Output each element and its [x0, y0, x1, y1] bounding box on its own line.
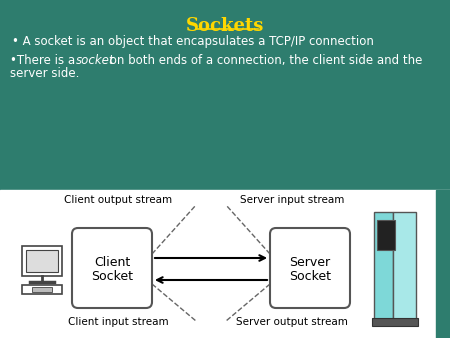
Text: Client output stream: Client output stream — [64, 195, 172, 205]
FancyBboxPatch shape — [270, 228, 350, 308]
Bar — [26, 250, 58, 272]
Bar — [22, 285, 62, 294]
Text: Sockets: Sockets — [186, 17, 264, 35]
Bar — [22, 246, 62, 276]
Bar — [436, 190, 450, 338]
Text: Server output stream: Server output stream — [236, 317, 348, 327]
FancyBboxPatch shape — [72, 228, 152, 308]
Text: socket: socket — [76, 54, 114, 67]
Bar — [372, 318, 418, 326]
Bar — [377, 220, 396, 250]
Text: Server input stream: Server input stream — [240, 195, 344, 205]
Text: • A socket is an object that encapsulates a TCP/IP connection: • A socket is an object that encapsulate… — [12, 35, 374, 48]
Text: Client: Client — [94, 256, 130, 268]
Bar — [393, 212, 416, 320]
Bar — [374, 212, 393, 320]
Text: •There is a: •There is a — [10, 54, 79, 67]
Bar — [0, 190, 450, 338]
Text: Server: Server — [289, 256, 331, 268]
Text: on both ends of a connection, the client side and the: on both ends of a connection, the client… — [106, 54, 423, 67]
Bar — [32, 287, 52, 292]
Text: Client input stream: Client input stream — [68, 317, 168, 327]
Bar — [0, 0, 450, 190]
Text: Socket: Socket — [289, 269, 331, 283]
Text: server side.: server side. — [10, 67, 79, 80]
Text: Socket: Socket — [91, 269, 133, 283]
